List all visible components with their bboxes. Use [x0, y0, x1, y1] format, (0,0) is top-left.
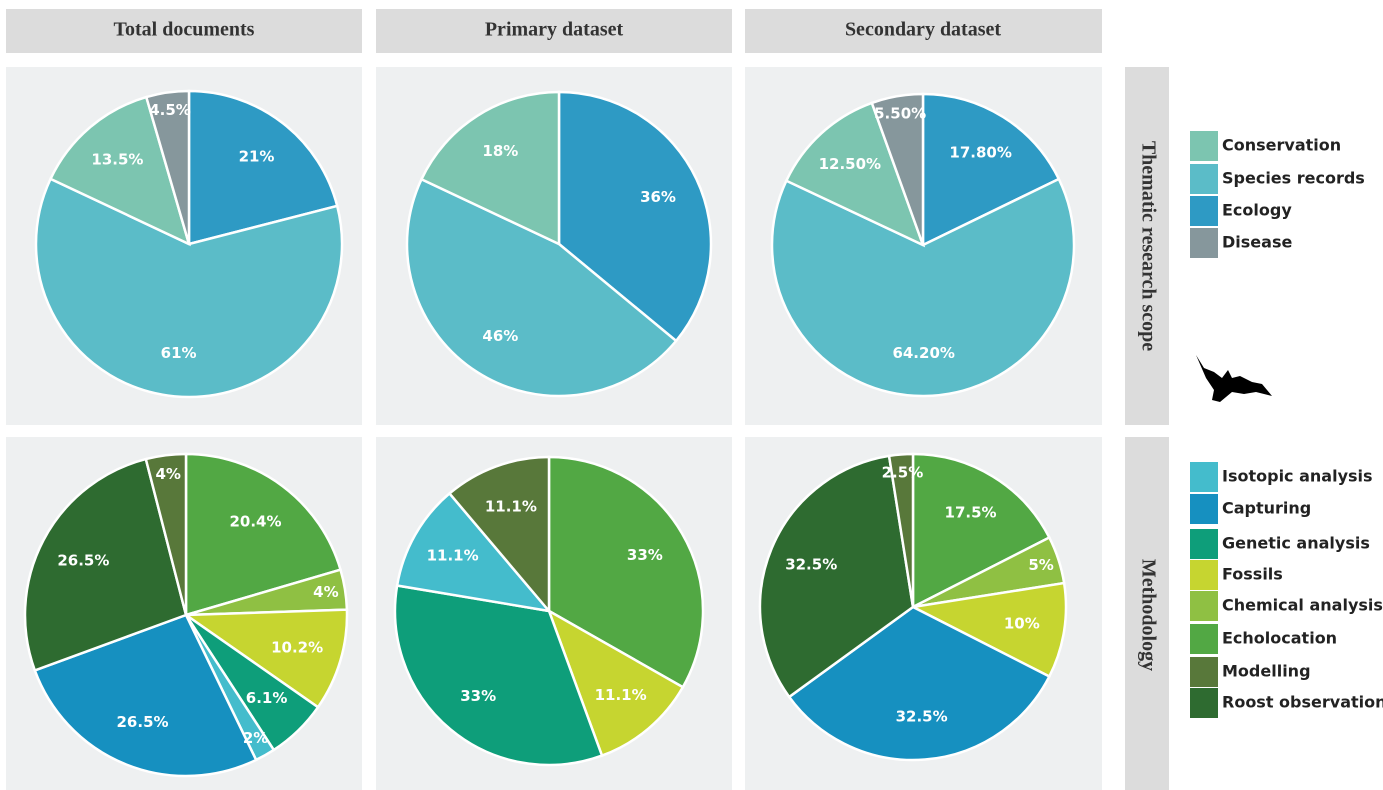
- legend-label: Echolocation: [1222, 629, 1337, 648]
- legend-swatch: [1190, 196, 1218, 226]
- legend-label: Conservation: [1222, 136, 1341, 155]
- legend-label: Capturing: [1222, 499, 1311, 518]
- pie-slice: [48, 95, 191, 247]
- legend-swatch: [1190, 624, 1218, 654]
- pie-slice: [144, 452, 188, 616]
- pie-slice: [144, 89, 191, 245]
- pie-slice: [447, 455, 551, 615]
- column-header: Primary dataset: [485, 19, 624, 41]
- value-label: 13.5%: [91, 151, 143, 169]
- row-label-panel: [1125, 437, 1169, 790]
- value-label: 26.5%: [117, 713, 169, 731]
- value-label: 17.80%: [949, 143, 1011, 161]
- row-label: Methodology: [1137, 559, 1159, 671]
- legend-label: Chemical analysis: [1222, 596, 1383, 615]
- legend-swatch: [1190, 560, 1218, 590]
- pie-slice: [393, 584, 604, 767]
- legend-swatch: [1190, 164, 1218, 194]
- value-label: 11.1%: [595, 686, 647, 704]
- column-header: Total documents: [114, 19, 255, 41]
- value-label: 5%: [1028, 556, 1053, 574]
- value-label: 10.2%: [271, 638, 323, 656]
- value-label: 11.1%: [485, 497, 537, 515]
- row-label-panel: [1125, 67, 1169, 425]
- pie-slice: [887, 452, 915, 608]
- pie-slice: [921, 92, 1061, 247]
- value-label: 18%: [482, 142, 518, 160]
- value-label: 4%: [313, 583, 338, 601]
- legend-swatch: [1190, 494, 1218, 524]
- pie-slice: [770, 177, 1076, 398]
- legend-label: Genetic analysis: [1222, 534, 1370, 553]
- header-panel: [745, 9, 1102, 53]
- legend-label: Isotopic analysis: [1222, 467, 1373, 486]
- value-label: 33%: [627, 546, 663, 564]
- pie-slice: [395, 491, 553, 613]
- pie-slice: [419, 90, 561, 246]
- header-panel: [6, 9, 362, 53]
- value-label: 36%: [640, 188, 676, 206]
- legend-label: Roost observation: [1222, 693, 1383, 712]
- value-label: 2%: [243, 729, 268, 747]
- value-label: 4%: [155, 465, 180, 483]
- pie-slice: [23, 457, 188, 673]
- legend-label: Species records: [1222, 169, 1365, 188]
- pie-slice: [787, 605, 1052, 762]
- pie-slice: [405, 177, 678, 398]
- pie-slice: [184, 452, 343, 617]
- header-panel: [376, 9, 732, 53]
- legend-label: Disease: [1222, 233, 1292, 252]
- pie-slice: [870, 92, 925, 246]
- pie-slice: [557, 90, 713, 343]
- legend-label: Ecology: [1222, 201, 1292, 220]
- value-label: 6.1%: [246, 689, 288, 707]
- legend-swatch: [1190, 462, 1218, 492]
- value-label: 2.5%: [882, 463, 924, 481]
- value-label: 61%: [161, 344, 197, 362]
- value-label: 33%: [460, 687, 496, 705]
- legend-label: Fossils: [1222, 565, 1283, 584]
- legend-swatch: [1190, 657, 1218, 687]
- value-label: 11.1%: [427, 547, 479, 565]
- bat-icon: [1196, 355, 1272, 402]
- pie-slice: [33, 613, 258, 778]
- pie-slice: [34, 177, 344, 399]
- value-label: 32.5%: [896, 707, 948, 725]
- value-label: 21%: [239, 147, 275, 165]
- legend-swatch: [1190, 591, 1218, 621]
- row-label: Thematic research scope: [1137, 141, 1159, 351]
- value-label: 10%: [1004, 615, 1040, 633]
- pie-slice: [784, 101, 926, 248]
- legend-swatch: [1190, 228, 1218, 258]
- pie-slice: [547, 455, 705, 689]
- value-label: 17.5%: [945, 504, 997, 522]
- legend-swatch: [1190, 529, 1218, 559]
- value-label: 12.50%: [819, 155, 881, 173]
- value-label: 5.50%: [874, 105, 926, 123]
- pie-slice: [909, 581, 1068, 679]
- pie-slice: [546, 608, 685, 758]
- column-header: Secondary dataset: [845, 19, 1001, 41]
- value-label: 4.5%: [149, 101, 191, 119]
- legend-swatch: [1190, 688, 1218, 718]
- pie-slice: [182, 608, 349, 709]
- value-label: 20.4%: [229, 513, 281, 531]
- value-label: 32.5%: [785, 555, 837, 573]
- legend-swatch: [1190, 131, 1218, 161]
- legend-label: Modelling: [1222, 662, 1311, 681]
- value-label: 26.5%: [57, 552, 109, 570]
- value-label: 46%: [482, 327, 518, 345]
- pie-slice: [911, 452, 1052, 610]
- value-label: 64.20%: [892, 344, 954, 362]
- pie-slice: [187, 89, 339, 246]
- pie-slice: [758, 454, 915, 699]
